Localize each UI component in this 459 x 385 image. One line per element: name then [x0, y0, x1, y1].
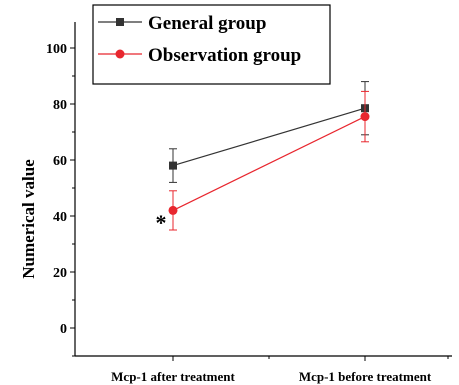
y-tick-label: 60 [53, 154, 67, 169]
y-tick-label: 40 [53, 210, 67, 225]
y-axis-title: Numerical value [19, 159, 38, 279]
x-tick-label: Mcp-1 after treatment [111, 369, 235, 384]
data-point [360, 112, 370, 122]
data-point [169, 161, 177, 170]
significance-marker: * [156, 210, 167, 235]
legend-label: General group [148, 13, 266, 34]
legend-label: Observation group [148, 45, 301, 66]
legend-marker [115, 49, 125, 59]
x-tick-label: Mcp-1 before treatment [299, 369, 432, 384]
series-line [172, 116, 366, 211]
series-1 [169, 81, 369, 183]
axes: 0 20 40 60 80 100 Mcp-1 after treatment Mcp-1 b… [19, 22, 452, 384]
series-line [172, 107, 366, 167]
series-layer: * [156, 81, 370, 235]
legend-box [92, 4, 331, 85]
y-tick-label: 0 [60, 322, 67, 337]
legend-marker [116, 18, 124, 26]
y-tick-label: 100 [46, 42, 67, 57]
legend: General group Observation group [92, 4, 331, 85]
series-2 [168, 90, 370, 231]
data-point [168, 205, 178, 215]
y-tick-label: 20 [53, 266, 67, 281]
y-tick-label: 80 [53, 98, 67, 113]
